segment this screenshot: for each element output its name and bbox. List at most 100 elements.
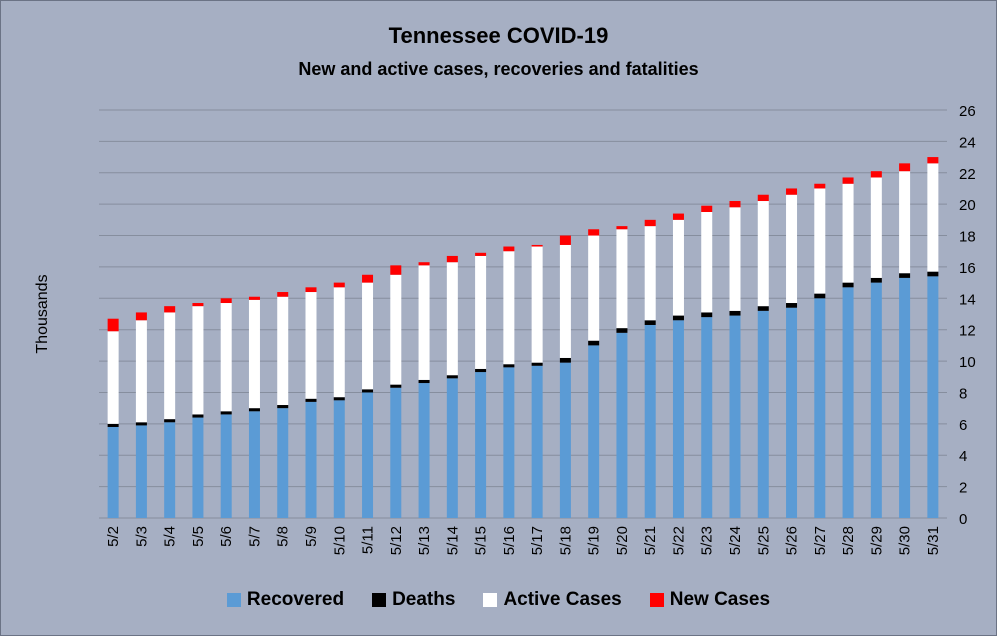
- x-tick-label: 5/11: [360, 526, 377, 554]
- bar-recovered: [135, 425, 147, 518]
- bar-new-cases: [503, 246, 515, 252]
- legend-label: Recovered: [246, 589, 345, 610]
- bar-active-cases: [418, 265, 430, 380]
- x-tick-label: 5/4: [162, 526, 179, 547]
- bar-deaths: [531, 362, 543, 366]
- bar-recovered: [729, 315, 741, 518]
- x-tick-label: 5/14: [444, 526, 461, 555]
- x-tick-label: 5/2: [105, 526, 122, 547]
- y-tick-label: 0: [959, 511, 967, 528]
- x-tick-label: 5/28: [840, 526, 857, 555]
- bar-recovered: [248, 411, 260, 518]
- bar-active-cases: [786, 194, 798, 304]
- bar-new-cases: [362, 274, 374, 283]
- bar-recovered: [672, 320, 684, 518]
- bar-deaths: [305, 398, 317, 402]
- bar-active-cases: [531, 246, 543, 363]
- bar-recovered: [559, 362, 571, 518]
- y-tick-label: 24: [959, 134, 976, 151]
- bar-deaths: [672, 315, 684, 321]
- bar-new-cases: [786, 188, 798, 195]
- bar-new-cases: [757, 194, 769, 202]
- y-tick-label: 6: [959, 417, 967, 434]
- x-tick-label: 5/26: [784, 526, 801, 555]
- x-tick-label: 5/12: [388, 526, 405, 555]
- bar-new-cases: [220, 298, 232, 304]
- x-tick-label: 5/7: [246, 526, 263, 547]
- bar-new-cases: [333, 282, 345, 288]
- bar-deaths: [503, 364, 515, 368]
- y-tick-label: 26: [959, 103, 976, 120]
- bar-new-cases: [644, 219, 656, 227]
- bar-deaths: [164, 419, 176, 423]
- x-tick-label: 5/29: [868, 526, 885, 555]
- bar-new-cases: [248, 296, 260, 300]
- y-tick-label: 16: [959, 260, 976, 277]
- bar-deaths: [248, 408, 260, 412]
- bar-deaths: [418, 379, 430, 384]
- bar-active-cases: [220, 303, 232, 412]
- y-tick-label: 18: [959, 229, 976, 246]
- bar-deaths: [616, 328, 628, 333]
- bar-deaths: [277, 405, 289, 409]
- bar-active-cases: [362, 282, 374, 390]
- bar-active-cases: [616, 229, 628, 329]
- bar-active-cases: [927, 163, 939, 272]
- y-tick-label: 22: [959, 166, 976, 183]
- bar-deaths: [220, 411, 232, 415]
- bar-recovered: [277, 408, 289, 518]
- legend-item: Deaths: [372, 589, 455, 611]
- x-tick-label: 5/8: [275, 526, 292, 547]
- x-tick-label: 5/16: [501, 526, 518, 555]
- bar-deaths: [588, 340, 600, 346]
- bar-new-cases: [814, 183, 826, 189]
- y-tick-label: 2: [959, 480, 967, 497]
- bar-deaths: [842, 282, 854, 288]
- bar-deaths: [390, 384, 402, 388]
- bar-active-cases: [192, 306, 204, 415]
- bar-active-cases: [333, 287, 345, 398]
- bar-new-cases: [672, 213, 684, 220]
- legend-item: Active Cases: [483, 589, 622, 611]
- bar-deaths: [475, 368, 487, 373]
- bar-new-cases: [418, 262, 430, 266]
- bar-deaths: [757, 306, 769, 311]
- x-tick-label: 5/21: [642, 526, 659, 555]
- bar-recovered: [362, 392, 374, 518]
- bar-new-cases: [192, 303, 204, 307]
- bar-recovered: [616, 332, 628, 518]
- bar-active-cases: [164, 312, 176, 420]
- bar-deaths: [899, 273, 911, 278]
- bar-new-cases: [277, 292, 289, 297]
- bar-active-cases: [107, 331, 119, 424]
- bar-recovered: [503, 367, 515, 518]
- bar-recovered: [333, 400, 345, 518]
- bar-active-cases: [588, 235, 600, 341]
- bar-recovered: [220, 414, 232, 518]
- bar-recovered: [305, 401, 317, 518]
- legend-label: Deaths: [392, 589, 456, 610]
- legend-swatch: [649, 593, 664, 607]
- x-tick-label: 5/23: [699, 526, 716, 555]
- bar-recovered: [899, 277, 911, 518]
- bar-new-cases: [135, 312, 147, 321]
- bar-active-cases: [503, 251, 515, 365]
- legend-item: Recovered: [226, 589, 345, 611]
- bar-recovered: [842, 287, 854, 518]
- bar-deaths: [870, 277, 882, 283]
- x-tick-label: 5/31: [925, 526, 942, 555]
- bar-active-cases: [644, 226, 656, 321]
- x-tick-label: 5/24: [727, 526, 744, 555]
- bar-new-cases: [870, 171, 882, 178]
- bar-recovered: [588, 345, 600, 518]
- x-tick-label: 5/22: [670, 526, 687, 555]
- x-tick-label: 5/25: [755, 526, 772, 555]
- bar-active-cases: [248, 299, 260, 409]
- bar-new-cases: [107, 318, 119, 332]
- y-tick-label: 4: [959, 448, 967, 465]
- bar-active-cases: [390, 274, 402, 385]
- bar-new-cases: [559, 235, 571, 245]
- bar-deaths: [927, 271, 939, 277]
- bar-new-cases: [164, 306, 176, 313]
- bar-deaths: [107, 423, 119, 427]
